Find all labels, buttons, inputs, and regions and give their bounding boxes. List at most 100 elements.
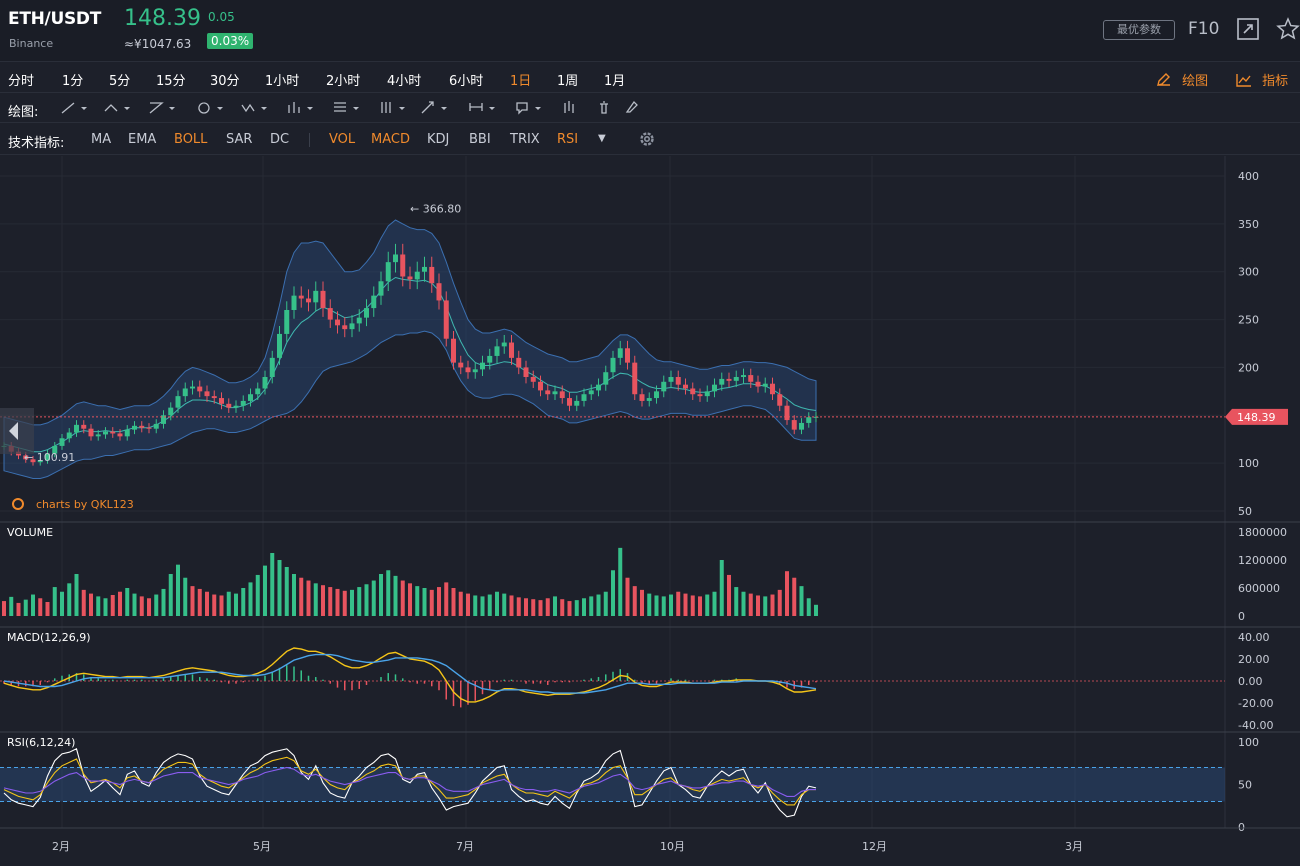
volume-bar <box>118 591 122 616</box>
fullscreen-icon[interactable] <box>1236 17 1260 41</box>
tf-tick[interactable]: 分时 <box>8 74 35 89</box>
ind-sar[interactable]: SAR <box>226 132 253 147</box>
channel-tool-icon[interactable] <box>148 99 178 117</box>
candle-body <box>748 375 754 382</box>
volume-axis-label: 0 <box>1238 610 1245 623</box>
ind-rsi[interactable]: RSI <box>557 132 579 147</box>
annotation-icon[interactable] <box>514 99 544 117</box>
measure-tool-icon[interactable] <box>468 99 498 117</box>
ind-bbi[interactable]: BBI <box>469 132 491 147</box>
x-axis-label: 2月 <box>52 840 70 853</box>
tf-6h[interactable]: 6小时 <box>449 74 484 89</box>
volume-bar <box>183 577 188 616</box>
candle-body <box>204 391 210 397</box>
candle-body <box>472 369 478 373</box>
pencil-icon[interactable] <box>624 99 654 117</box>
volume-bar <box>38 598 43 616</box>
candle-body <box>784 405 790 421</box>
candle-body <box>248 394 253 401</box>
draw-tool-toggle[interactable]: 绘图 <box>1156 70 1208 89</box>
gann-icon[interactable] <box>378 99 408 117</box>
volume-bar <box>139 596 144 616</box>
candle-body <box>95 434 101 437</box>
ind-vol[interactable]: VOL <box>329 132 356 147</box>
tf-1m[interactable]: 1分 <box>62 74 84 89</box>
volume-axis-label: 1800000 <box>1238 526 1287 539</box>
candle-body <box>407 276 413 280</box>
candle-body <box>255 388 261 395</box>
candle-body <box>262 377 268 389</box>
volume-bar <box>371 580 376 616</box>
volume-bar <box>103 598 108 616</box>
volume-bar <box>197 588 202 616</box>
volume-bar <box>408 583 412 616</box>
volume-bar <box>712 591 717 616</box>
high-price-marker: ← 366.80 <box>410 202 461 215</box>
f10-button[interactable]: F10 <box>1188 19 1220 39</box>
indicator-divider <box>309 133 310 147</box>
x-axis-label: 12月 <box>862 840 887 853</box>
chart-line-icon <box>1236 74 1251 87</box>
line-tool-icon[interactable] <box>60 99 90 117</box>
candle-body <box>530 377 536 382</box>
pencil-icon <box>1157 73 1170 86</box>
tf-4h[interactable]: 4小时 <box>387 74 422 89</box>
tf-2h[interactable]: 2小时 <box>326 74 361 89</box>
star-icon[interactable] <box>1276 17 1300 41</box>
volume-bar <box>16 602 21 616</box>
ind-trix[interactable]: TRIX <box>510 132 540 147</box>
chart-area[interactable]: 40035030025020015010050148.39← 366.80← 1… <box>0 156 1300 866</box>
ind-boll[interactable]: BOLL <box>174 132 208 147</box>
volume-bar <box>632 586 637 616</box>
candle-body <box>124 429 130 437</box>
candle-body <box>269 357 275 377</box>
settings-gear-icon[interactable] <box>638 130 656 152</box>
tf-15m[interactable]: 15分 <box>156 74 186 89</box>
indicator-toggle[interactable]: 指标 <box>1236 70 1288 89</box>
last-price-tag <box>1225 408 1288 425</box>
candle-body <box>103 431 108 435</box>
candle-body <box>509 342 514 358</box>
candle-icon[interactable] <box>562 99 592 117</box>
candle-body <box>799 422 804 430</box>
arrow-tool-icon[interactable] <box>420 99 450 117</box>
wave-tool-icon[interactable] <box>240 99 270 117</box>
volume-bar <box>386 570 391 616</box>
volume-bar <box>792 577 797 616</box>
volume-bar <box>9 596 14 616</box>
pattern-tool-icon[interactable] <box>286 99 316 117</box>
candle-body <box>306 298 311 303</box>
tf-30m[interactable]: 30分 <box>210 74 240 89</box>
tf-1w[interactable]: 1周 <box>557 74 579 89</box>
indicator-more-chevron-icon[interactable]: ▼ <box>598 133 606 144</box>
volume-bar <box>763 596 768 616</box>
optimal-params-button[interactable]: 最优参数 <box>1103 20 1175 40</box>
tf-1h[interactable]: 1小时 <box>265 74 300 89</box>
indicator-label: 指标 <box>1262 74 1289 89</box>
candle-body <box>175 396 181 408</box>
ind-macd[interactable]: MACD <box>371 132 410 147</box>
volume-bar <box>596 594 601 616</box>
tf-1mo[interactable]: 1月 <box>604 74 626 89</box>
macd-axis-label: 20.00 <box>1238 653 1270 666</box>
macd-axis-label: -20.00 <box>1238 697 1273 710</box>
candle-body <box>625 348 630 363</box>
fib-retracement-icon[interactable] <box>332 99 362 117</box>
ind-dc[interactable]: DC <box>270 132 290 147</box>
candle-body <box>632 362 638 395</box>
ind-ema[interactable]: EMA <box>128 132 157 147</box>
volume-bar <box>814 604 818 616</box>
tf-1d[interactable]: 1日 <box>510 74 532 89</box>
volume-bar <box>132 593 137 616</box>
symbol-name[interactable]: ETH/USDT <box>8 9 102 29</box>
shape-tool-icon[interactable] <box>196 99 226 117</box>
trash-icon[interactable] <box>596 99 626 117</box>
fib-tool-icon[interactable] <box>103 99 133 117</box>
candle-body <box>400 254 406 277</box>
volume-bar <box>611 570 615 616</box>
tf-5m[interactable]: 5分 <box>109 74 131 89</box>
candle-body <box>422 266 427 272</box>
chart-svg[interactable]: 40035030025020015010050148.39← 366.80← 1… <box>0 156 1300 866</box>
ind-ma[interactable]: MA <box>91 132 112 147</box>
ind-kdj[interactable]: KDJ <box>427 132 450 147</box>
